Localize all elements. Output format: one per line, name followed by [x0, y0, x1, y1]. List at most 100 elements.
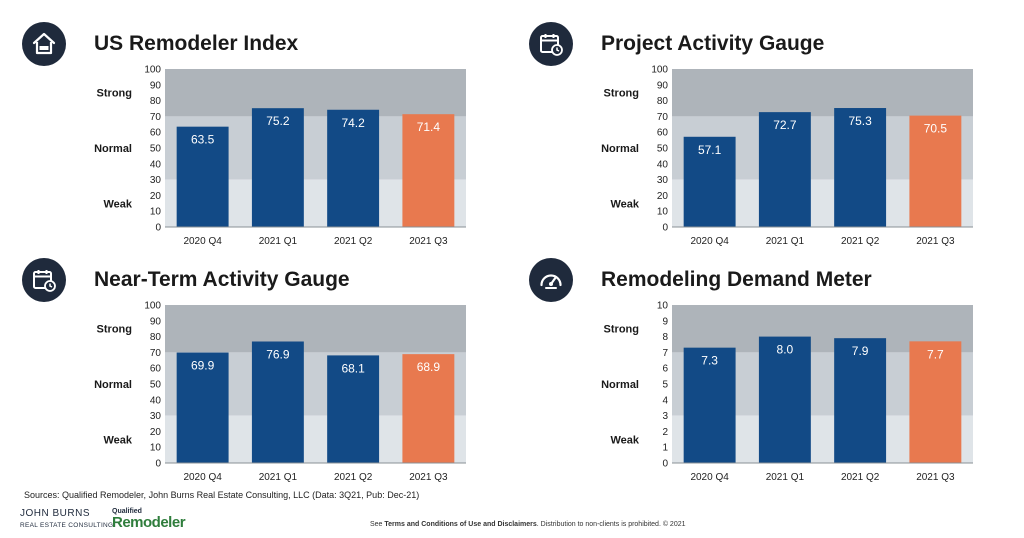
- y-tick-label: 10: [150, 443, 162, 454]
- chart-panel-near-term-activity: Near-Term Activity Gauge Strong Normal Wea…: [22, 258, 492, 493]
- band-label: Normal: [601, 143, 639, 155]
- x-tick-label: 2020 Q4: [690, 472, 729, 483]
- chart-title: US Remodeler Index: [94, 32, 299, 55]
- y-tick-label: 100: [144, 301, 161, 312]
- y-tick-label: 10: [657, 301, 669, 312]
- terms-note: See Terms and Conditions of Use and Disc…: [370, 521, 686, 528]
- x-tick-label: 2021 Q1: [259, 236, 298, 247]
- bar: [758, 112, 811, 227]
- x-tick-label: 2021 Q3: [916, 236, 955, 247]
- band-label: Strong: [97, 324, 132, 336]
- y-tick-label: 40: [150, 395, 162, 406]
- y-tick-label: 2: [662, 427, 668, 438]
- chart-panel-demand-meter: Remodeling Demand Meter Strong Normal Weak…: [529, 258, 999, 493]
- band-label: Strong: [97, 88, 132, 100]
- y-tick-label: 40: [150, 159, 162, 170]
- y-tick-label: 100: [651, 65, 668, 76]
- y-tick-label: 0: [662, 459, 668, 470]
- y-tick-label: 60: [150, 128, 162, 139]
- y-tick-label: 90: [150, 80, 162, 91]
- y-tick-label: 5: [662, 380, 668, 391]
- bar-value-label: 75.2: [266, 114, 290, 128]
- y-tick-label: 20: [150, 191, 162, 202]
- x-tick-label: 2021 Q3: [409, 236, 448, 247]
- band-label: Normal: [94, 379, 132, 391]
- y-tick-label: 80: [657, 96, 669, 107]
- y-tick-label: 70: [657, 112, 669, 123]
- bar: [909, 341, 962, 463]
- x-tick-label: 2021 Q1: [259, 472, 298, 483]
- y-tick-label: 4: [662, 395, 668, 406]
- chart-title: Near-Term Activity Gauge: [94, 268, 350, 291]
- bar: [683, 347, 736, 463]
- bar-value-label: 7.7: [927, 347, 944, 361]
- band-label: Strong: [604, 88, 639, 100]
- y-tick-label: 70: [150, 348, 162, 359]
- bar-value-label: 71.4: [417, 120, 441, 134]
- qualified-remodeler-logo: Qualified Remodeler: [112, 508, 212, 532]
- y-tick-label: 6: [662, 364, 668, 375]
- chart-panel-project-activity: Project Activity Gauge Strong Normal Weak 0…: [529, 22, 999, 257]
- bar-value-label: 68.1: [341, 361, 365, 375]
- y-tick-label: 0: [155, 459, 161, 470]
- speedometer-icon: [529, 258, 573, 302]
- x-tick-label: 2020 Q4: [183, 472, 222, 483]
- y-tick-label: 7: [662, 348, 668, 359]
- y-tick-label: 50: [657, 144, 669, 155]
- logo-qr-bottom: Remodeler: [112, 514, 186, 531]
- house-icon: [22, 22, 66, 66]
- band-label: Weak: [103, 198, 132, 210]
- bar: [834, 108, 887, 227]
- bar: [251, 108, 304, 227]
- x-tick-label: 2021 Q1: [766, 472, 805, 483]
- bar: [834, 338, 887, 463]
- band-strong: [672, 69, 973, 117]
- y-tick-label: 0: [662, 223, 668, 234]
- calendar-clock-icon: [22, 258, 66, 302]
- x-tick-label: 2020 Q4: [690, 236, 729, 247]
- y-tick-label: 0: [155, 223, 161, 234]
- x-tick-label: 2021 Q2: [841, 472, 880, 483]
- bar: [176, 126, 229, 227]
- x-tick-label: 2021 Q2: [334, 472, 373, 483]
- y-tick-label: 30: [657, 175, 669, 186]
- x-tick-label: 2021 Q2: [841, 236, 880, 247]
- y-tick-label: 20: [657, 191, 669, 202]
- x-tick-label: 2021 Q2: [334, 236, 373, 247]
- bar: [402, 114, 455, 227]
- chart-panel-remodeler-index: US Remodeler Index Strong Normal Weak 0 10 20…: [22, 22, 492, 257]
- band-label: Strong: [604, 324, 639, 336]
- band-label: Weak: [610, 434, 639, 446]
- y-tick-label: 60: [150, 364, 162, 375]
- y-tick-label: 90: [150, 316, 162, 327]
- y-tick-label: 90: [657, 80, 669, 91]
- bar-value-label: 8.0: [777, 343, 794, 357]
- terms-link[interactable]: Terms and Conditions of Use and Disclaim…: [384, 521, 537, 528]
- logo-qr-top: Qualified: [112, 508, 142, 515]
- bar: [251, 341, 304, 463]
- band-label: Weak: [610, 198, 639, 210]
- y-tick-label: 9: [662, 316, 668, 327]
- logo-jb-top: JOHN BURNS: [20, 508, 91, 519]
- bar-value-label: 70.5: [924, 122, 948, 136]
- y-tick-label: 10: [150, 207, 162, 218]
- bar-value-label: 7.3: [701, 354, 718, 368]
- x-tick-label: 2021 Q1: [766, 236, 805, 247]
- logo-jb-bottom: REAL ESTATE CONSULTING: [20, 522, 114, 529]
- bar-value-label: 63.5: [191, 133, 215, 147]
- bar: [327, 109, 380, 227]
- chart-title: Remodeling Demand Meter: [601, 268, 872, 291]
- bar-value-label: 68.9: [417, 360, 441, 374]
- terms-prefix: See: [370, 521, 385, 528]
- bar-value-label: 74.2: [341, 116, 365, 130]
- bar-chart: Strong Normal Weak 0 1 2 3 4 5 6 7 8 9 10 7.3 2020 Q4 8.…: [601, 301, 973, 483]
- bar: [683, 136, 736, 227]
- bar-chart: Strong Normal Weak 0 10 20 30 40 50 60 70 80 90 100 63…: [94, 65, 466, 247]
- y-tick-label: 100: [144, 65, 161, 76]
- band-label: Normal: [94, 143, 132, 155]
- y-tick-label: 50: [150, 380, 162, 391]
- y-tick-label: 3: [662, 411, 668, 422]
- y-tick-label: 8: [662, 332, 668, 343]
- bar: [402, 354, 455, 463]
- y-tick-label: 40: [657, 159, 669, 170]
